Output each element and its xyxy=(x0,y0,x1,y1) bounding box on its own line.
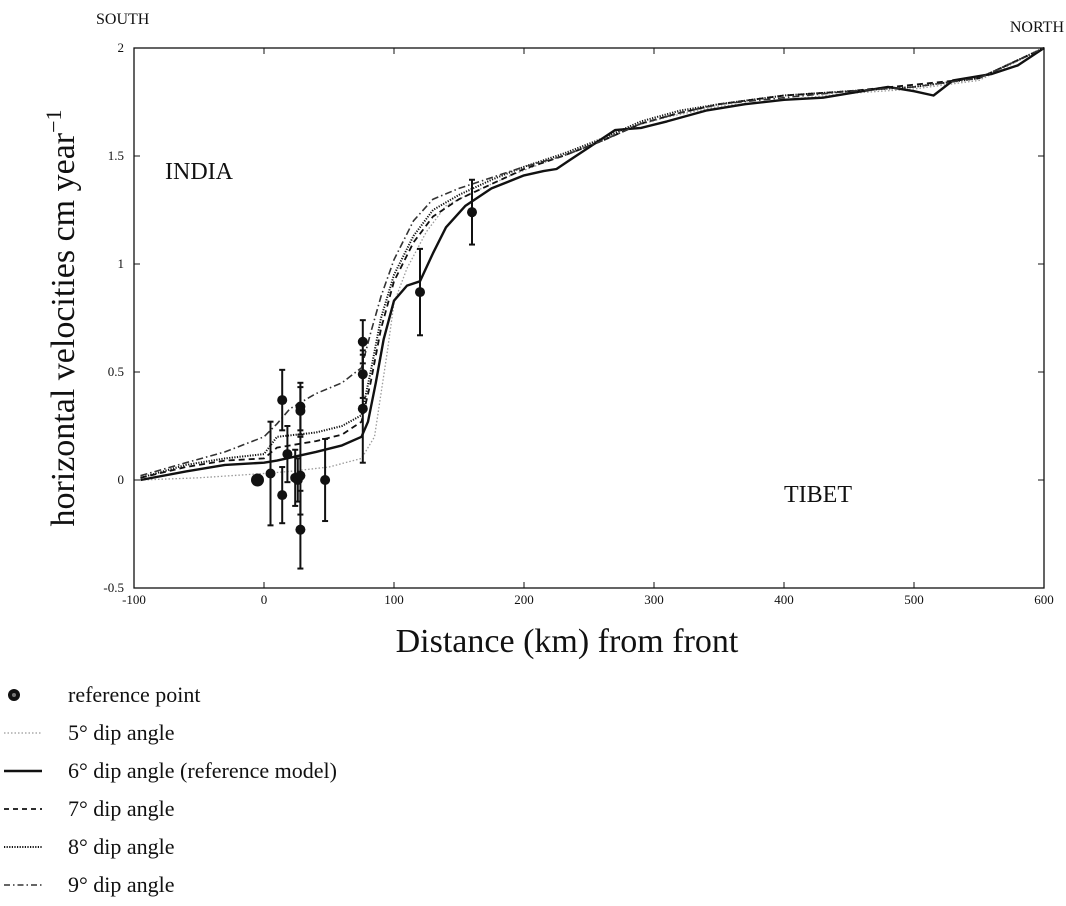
x-axis-title: Distance (km) from front xyxy=(396,623,739,660)
dotted-line-icon xyxy=(4,732,42,734)
x-tick-label: 400 xyxy=(774,592,794,607)
x-tick-label: -100 xyxy=(122,592,146,607)
south-label: SOUTH xyxy=(96,11,150,28)
series-line-7deg xyxy=(140,47,1045,479)
legend-item-8deg: 8° dip angle xyxy=(0,832,420,868)
legend-item-9deg: 9° dip angle xyxy=(0,870,420,906)
series-line-9deg xyxy=(140,47,1045,477)
legend-label: 5° dip angle xyxy=(68,720,175,745)
y-tick-label: 0.5 xyxy=(108,364,124,379)
plot-frame xyxy=(133,47,1045,589)
legend-item-5deg: 5° dip angle xyxy=(0,718,420,754)
legend-label: reference point xyxy=(68,682,201,707)
observation-points xyxy=(251,178,477,570)
observation-point xyxy=(467,207,477,218)
legend-label: 9° dip angle xyxy=(68,872,175,897)
dot-icon xyxy=(8,689,20,701)
legend-item-reference: reference point xyxy=(0,680,420,716)
x-tick-label: 0 xyxy=(261,592,268,607)
x-tick-label: 300 xyxy=(644,592,664,607)
y-axis-title-text: horizontal velocities cm year xyxy=(45,132,82,526)
solid-line-icon xyxy=(4,769,42,773)
observation-point xyxy=(295,470,306,481)
reference-point xyxy=(251,473,264,487)
india-label: INDIA xyxy=(165,159,234,185)
legend-item-6deg: 6° dip angle (reference model) xyxy=(0,756,420,792)
observation-point xyxy=(357,403,368,414)
north-label: NORTH xyxy=(1010,19,1065,36)
x-tick-label: 500 xyxy=(904,592,924,607)
observation-point xyxy=(357,336,368,347)
legend-label: 8° dip angle xyxy=(68,834,175,859)
observation-point xyxy=(295,405,306,416)
observation-point xyxy=(320,475,331,485)
y-tick-label: -0.5 xyxy=(103,580,124,595)
y-tick-label: 2 xyxy=(118,40,125,55)
observation-point xyxy=(415,287,425,298)
y-tick-label: 1 xyxy=(118,256,125,271)
legend-label: 7° dip angle xyxy=(68,796,175,821)
series-line-5deg xyxy=(140,47,1045,481)
x-tick-label: 200 xyxy=(514,592,534,607)
dashed-line-icon xyxy=(4,808,42,810)
observation-point xyxy=(277,395,288,406)
dash-dot-line-icon xyxy=(4,884,42,886)
x-tick-label: 100 xyxy=(384,592,404,607)
legend-item-7deg: 7° dip angle xyxy=(0,794,420,830)
x-tick-label: 600 xyxy=(1034,592,1054,607)
y-axis-title-exponent: −1 xyxy=(41,109,66,132)
y-tick-label: 0 xyxy=(118,472,125,487)
y-axis-title: horizontal velocities cm year−1 xyxy=(41,109,82,526)
observation-point xyxy=(265,468,276,479)
series-line-8deg xyxy=(140,47,1045,479)
observation-point xyxy=(282,449,293,460)
observation-point xyxy=(295,524,306,535)
series-line-6deg xyxy=(140,47,1045,482)
dense-dotted-line-icon xyxy=(4,846,42,848)
tibet-label: TIBET xyxy=(784,482,852,508)
model-series xyxy=(140,47,1045,482)
observation-point xyxy=(277,490,288,501)
legend-label: 6° dip angle (reference model) xyxy=(68,758,337,783)
axis-ticks: -100 0 100 200 300 400 500 600 -0.5 0 0.5 1 1.5 2 xyxy=(103,40,1053,607)
y-tick-label: 1.5 xyxy=(108,148,124,163)
